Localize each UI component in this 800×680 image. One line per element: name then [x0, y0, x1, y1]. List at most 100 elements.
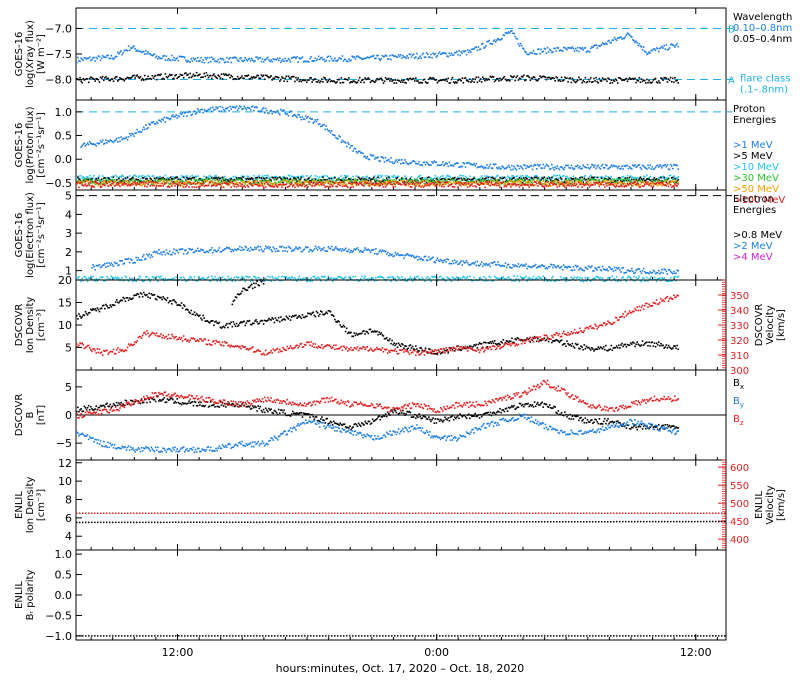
data-point — [186, 181, 188, 184]
data-point — [321, 56, 323, 59]
data-point — [434, 261, 437, 264]
data-point — [564, 46, 566, 49]
data-point — [228, 180, 230, 183]
data-point — [281, 184, 283, 187]
data-point — [187, 181, 189, 184]
data-point — [340, 179, 343, 182]
data-point — [608, 181, 610, 184]
data-point — [121, 174, 123, 177]
data-point — [490, 176, 493, 179]
data-point — [136, 183, 139, 186]
data-point — [163, 181, 166, 184]
data-point — [506, 183, 509, 186]
data-point — [605, 182, 607, 184]
data-point — [621, 165, 623, 167]
data-point — [447, 175, 450, 177]
data-point — [370, 183, 373, 185]
data-point — [255, 176, 257, 179]
data-point — [323, 76, 325, 79]
data-point — [659, 182, 661, 184]
data-point — [580, 183, 582, 186]
data-point — [625, 179, 628, 182]
data-point — [376, 180, 378, 182]
data-point — [421, 177, 424, 179]
data-point — [225, 247, 227, 250]
data-point — [147, 75, 149, 78]
data-point — [624, 184, 627, 187]
data-point — [234, 56, 237, 59]
data-point — [133, 178, 135, 180]
data-point — [309, 180, 311, 182]
data-point — [552, 175, 554, 178]
data-point — [91, 76, 93, 79]
data-point — [473, 181, 475, 184]
data-point — [667, 182, 670, 185]
data-point — [271, 182, 274, 185]
data-point — [526, 75, 528, 77]
data-point — [623, 179, 626, 182]
data-point — [236, 179, 239, 181]
data-point — [601, 179, 604, 182]
data-point — [256, 176, 258, 179]
data-point — [137, 256, 140, 259]
data-point — [492, 179, 495, 181]
data-point — [641, 181, 644, 184]
data-point — [425, 181, 428, 184]
data-point — [503, 167, 506, 170]
data-point — [408, 183, 411, 185]
data-point — [177, 184, 180, 187]
data-point — [298, 184, 301, 186]
data-point — [595, 76, 597, 79]
data-point — [289, 178, 292, 180]
data-point — [609, 183, 611, 186]
data-point — [223, 175, 226, 178]
data-point — [641, 185, 644, 187]
data-point — [616, 177, 619, 179]
data-point — [196, 74, 199, 77]
data-point — [315, 178, 318, 181]
data-point — [486, 175, 488, 177]
data-point — [555, 174, 558, 177]
data-point — [447, 180, 450, 183]
data-point — [257, 74, 259, 77]
data-point — [344, 176, 347, 179]
data-point — [276, 178, 279, 181]
data-point — [330, 183, 333, 186]
data-point — [300, 80, 303, 83]
data-point — [191, 177, 194, 179]
data-point — [597, 164, 600, 167]
data-point — [152, 181, 155, 184]
data-point — [83, 178, 86, 180]
data-point — [544, 184, 547, 186]
data-point — [139, 50, 142, 53]
data-point — [203, 182, 206, 184]
data-point — [376, 157, 378, 159]
data-point — [348, 58, 350, 60]
data-point — [230, 186, 233, 188]
data-point — [331, 249, 334, 251]
data-point — [627, 178, 630, 180]
data-point — [301, 181, 304, 184]
data-point — [207, 176, 210, 179]
data-point — [602, 43, 605, 45]
data-point — [217, 181, 220, 184]
data-point — [429, 76, 431, 79]
data-point — [99, 140, 102, 142]
data-point — [639, 81, 642, 84]
data-point — [149, 124, 152, 126]
data-point — [348, 248, 350, 251]
data-point — [460, 260, 462, 263]
data-point — [622, 179, 624, 182]
data-point — [625, 185, 628, 188]
data-point — [548, 184, 551, 187]
data-point — [674, 181, 676, 183]
data-point — [275, 76, 278, 78]
data-point — [105, 178, 107, 180]
data-point — [475, 46, 478, 49]
data-point — [283, 60, 285, 63]
data-point — [204, 178, 207, 181]
data-point — [172, 181, 174, 183]
data-point — [159, 175, 161, 178]
data-point — [386, 180, 389, 183]
data-point — [533, 163, 536, 166]
